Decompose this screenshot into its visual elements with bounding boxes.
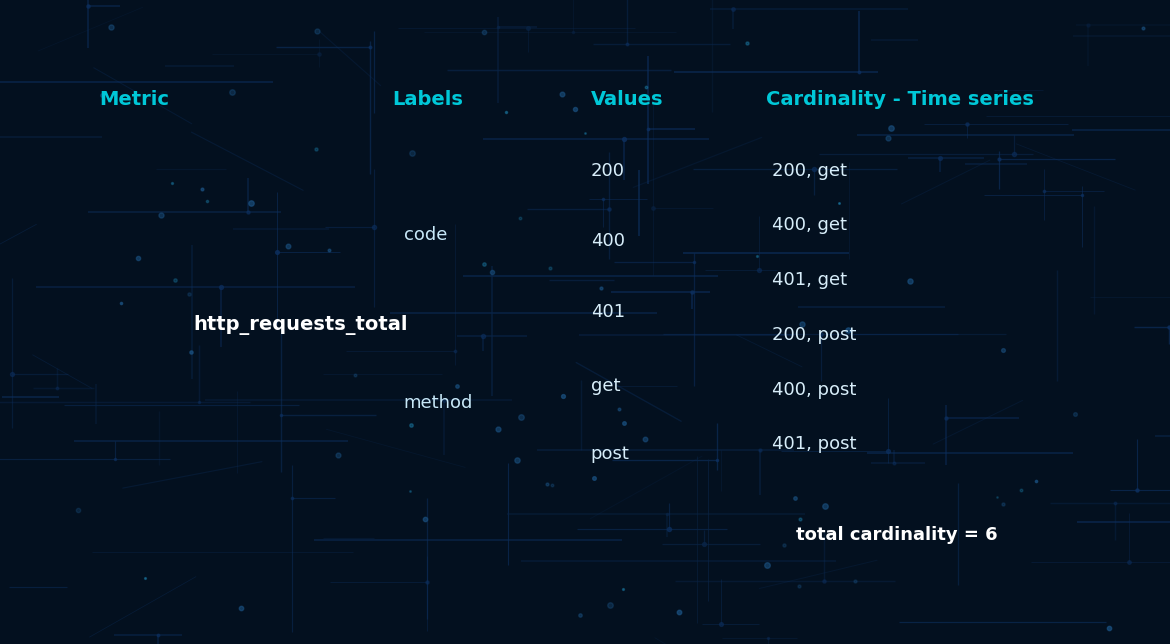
Text: http_requests_total: http_requests_total <box>193 315 407 336</box>
Text: 401, get: 401, get <box>772 271 847 289</box>
Text: 400: 400 <box>591 232 625 251</box>
Text: Labels: Labels <box>392 90 463 109</box>
Text: Cardinality - Time series: Cardinality - Time series <box>766 90 1034 109</box>
Text: total cardinality = 6: total cardinality = 6 <box>796 526 997 544</box>
Text: 200, get: 200, get <box>772 162 847 180</box>
Text: Metric: Metric <box>99 90 170 109</box>
Text: 401: 401 <box>591 303 625 321</box>
Text: 400, get: 400, get <box>772 216 847 234</box>
Text: Values: Values <box>591 90 663 109</box>
Text: code: code <box>404 226 447 244</box>
Text: 200, post: 200, post <box>772 326 856 344</box>
Text: post: post <box>591 445 629 463</box>
Text: 200: 200 <box>591 162 625 180</box>
Text: 401, post: 401, post <box>772 435 856 453</box>
Text: 400, post: 400, post <box>772 381 856 399</box>
Text: get: get <box>591 377 620 395</box>
Text: method: method <box>404 393 473 412</box>
